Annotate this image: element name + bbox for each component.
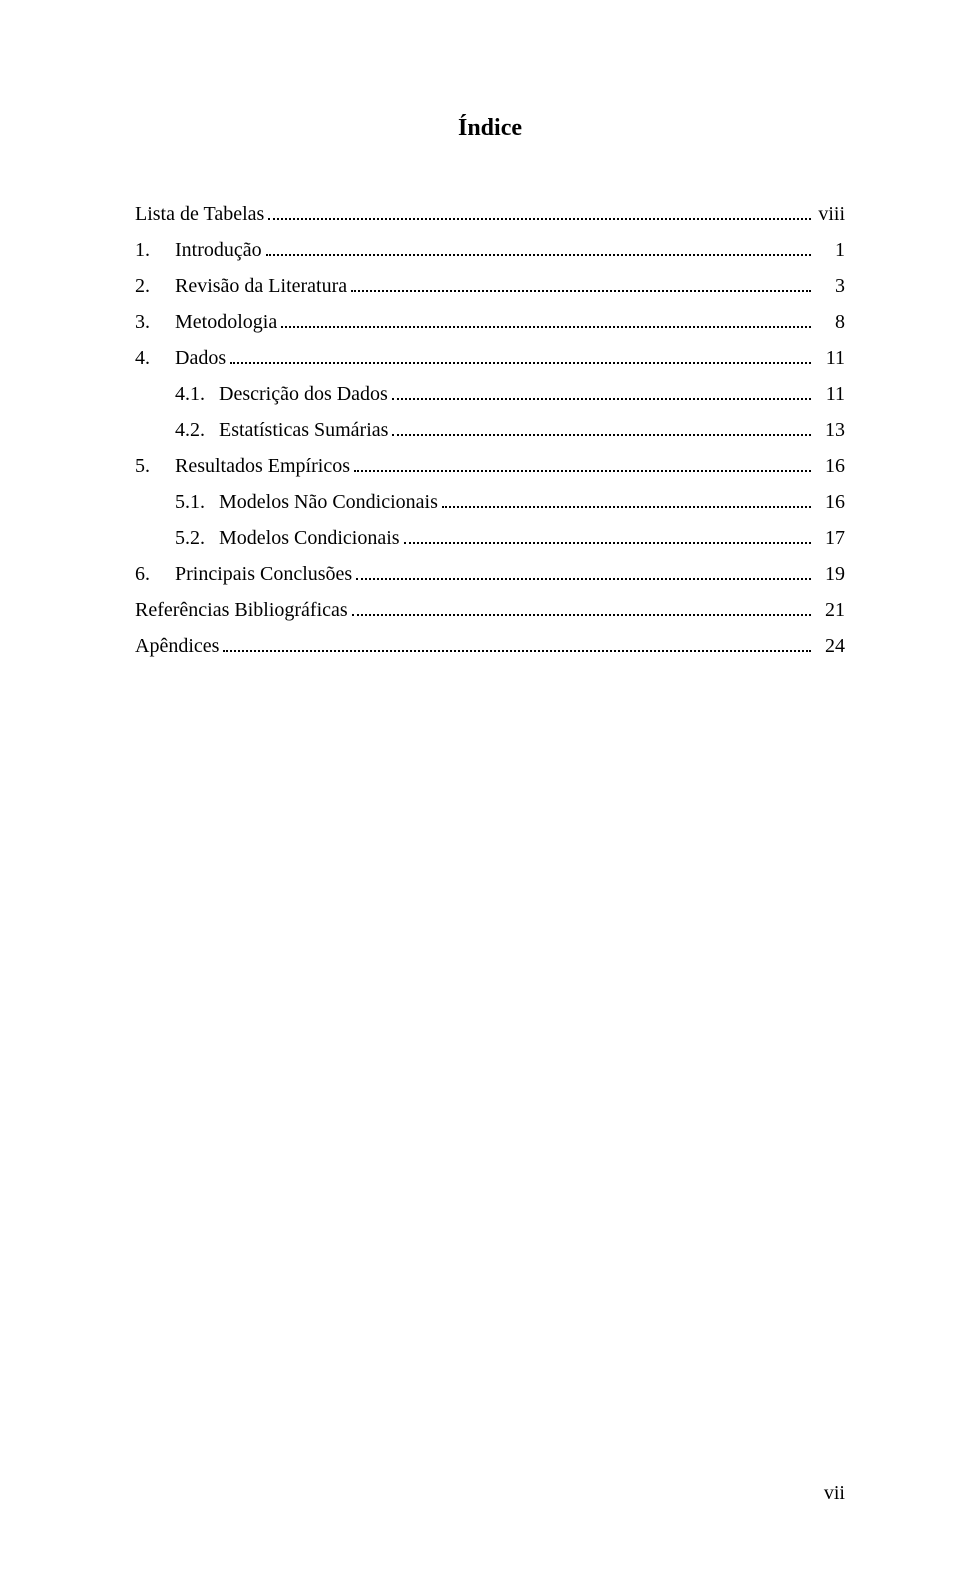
toc-entry-number: 2. — [135, 276, 175, 296]
toc-entry: 6. Principais Conclusões 19 — [135, 564, 845, 584]
toc-entry-number: 5.1. — [175, 492, 219, 512]
page-title: Índice — [135, 115, 845, 142]
toc-leader-dots — [354, 456, 811, 472]
toc-entry-number: 4.2. — [175, 420, 219, 440]
toc-entry-number: 1. — [135, 240, 175, 260]
toc-entry-number: 5.2. — [175, 528, 219, 548]
toc-entry-label: Metodologia — [175, 312, 277, 332]
toc-entry: 5.2. Modelos Condicionais 17 — [135, 528, 845, 548]
toc-leader-dots — [356, 564, 811, 580]
toc-entry: Referências Bibliográficas 21 — [135, 600, 845, 620]
toc-entry-page: viii — [815, 204, 845, 224]
toc-entry-page: 11 — [815, 348, 845, 368]
toc-leader-dots — [281, 312, 811, 328]
toc-entry-page: 24 — [815, 636, 845, 656]
toc-leader-dots — [351, 276, 811, 292]
toc-entry: 4.1. Descrição dos Dados 11 — [135, 384, 845, 404]
document-page: Índice Lista de Tabelas viii 1. Introduç… — [0, 0, 960, 1583]
toc-entry-label: Referências Bibliográficas — [135, 600, 348, 620]
toc-entry-page: 3 — [815, 276, 845, 296]
toc-entry-number: 5. — [135, 456, 175, 476]
toc-entry-label: Apêndices — [135, 636, 219, 656]
toc-leader-dots — [268, 204, 811, 220]
toc-entry: 5.1. Modelos Não Condicionais 16 — [135, 492, 845, 512]
toc-entry: 2. Revisão da Literatura 3 — [135, 276, 845, 296]
toc-entry-label: Resultados Empíricos — [175, 456, 350, 476]
toc-leader-dots — [352, 600, 811, 616]
toc-entry: Lista de Tabelas viii — [135, 204, 845, 224]
toc-leader-dots — [392, 384, 811, 400]
toc-entry-label: Estatísticas Sumárias — [219, 420, 388, 440]
toc-entry-label: Principais Conclusões — [175, 564, 352, 584]
toc-entry: Apêndices 24 — [135, 636, 845, 656]
toc-entry-label: Revisão da Literatura — [175, 276, 347, 296]
toc-entry: 4. Dados 11 — [135, 348, 845, 368]
toc-entry-page: 11 — [815, 384, 845, 404]
toc-entry-label: Introdução — [175, 240, 262, 260]
toc-entry: 1. Introdução 1 — [135, 240, 845, 260]
page-number-footer: vii — [824, 1482, 845, 1505]
toc-entry-number: 4. — [135, 348, 175, 368]
toc-leader-dots — [223, 636, 811, 652]
toc-entry-page: 1 — [815, 240, 845, 260]
toc-entry-number: 4.1. — [175, 384, 219, 404]
toc-leader-dots — [392, 420, 811, 436]
toc-entry: 3. Metodologia 8 — [135, 312, 845, 332]
toc-entry-label: Descrição dos Dados — [219, 384, 388, 404]
toc-leader-dots — [442, 492, 811, 508]
toc-entry-number: 3. — [135, 312, 175, 332]
toc-entry-page: 21 — [815, 600, 845, 620]
toc-entry-label: Modelos Condicionais — [219, 528, 400, 548]
toc-entry-page: 16 — [815, 456, 845, 476]
toc-leader-dots — [266, 240, 811, 256]
toc-entry-page: 13 — [815, 420, 845, 440]
table-of-contents: Lista de Tabelas viii 1. Introdução 1 2.… — [135, 204, 845, 656]
toc-entry-number: 6. — [135, 564, 175, 584]
toc-leader-dots — [230, 348, 811, 364]
toc-entry-page: 17 — [815, 528, 845, 548]
toc-entry-label: Lista de Tabelas — [135, 204, 264, 224]
toc-entry-page: 19 — [815, 564, 845, 584]
toc-leader-dots — [404, 528, 811, 544]
toc-entry-label: Modelos Não Condicionais — [219, 492, 438, 512]
toc-entry-page: 16 — [815, 492, 845, 512]
toc-entry-label: Dados — [175, 348, 226, 368]
toc-entry-page: 8 — [815, 312, 845, 332]
toc-entry: 5. Resultados Empíricos 16 — [135, 456, 845, 476]
toc-entry: 4.2. Estatísticas Sumárias 13 — [135, 420, 845, 440]
